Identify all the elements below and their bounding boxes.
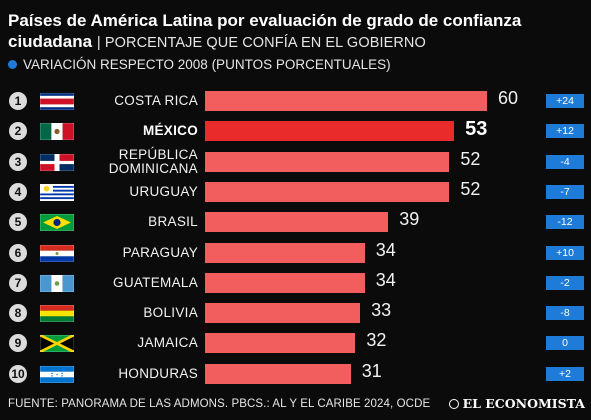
legend-dot-icon	[8, 60, 17, 69]
rank-badge: 1	[9, 92, 27, 110]
legend: VARIACIÓN RESPECTO 2008 (PUNTOS PORCENTU…	[8, 57, 391, 72]
category-label: URUGUAY	[129, 183, 198, 199]
bar-row: 4 URUGUAY 52 -7	[0, 178, 591, 206]
guatemala-flag-icon	[40, 274, 74, 292]
category-label: BRASIL	[148, 214, 198, 230]
bolivia-flag-icon	[40, 305, 74, 323]
change-badge: +12	[546, 124, 584, 139]
category-label: GUATEMALA	[113, 274, 198, 290]
honduras-flag-icon	[40, 365, 74, 383]
change-badge: +24	[546, 94, 584, 108]
rank-badge: 3	[9, 152, 27, 171]
change-badge: -2	[546, 275, 584, 290]
chart-subtitle: | PORCENTAJE QUE CONFÍA EN EL GOBIERNO	[97, 35, 426, 51]
category-label: HONDURAS	[118, 365, 198, 381]
rank-badge: 7	[9, 273, 27, 292]
value-label: 34	[375, 269, 396, 290]
bar-row: 8 BOLIVIA 33 -8	[0, 299, 591, 327]
rank-badge: 4	[9, 182, 27, 201]
bar	[205, 333, 356, 354]
rank-badge: 9	[9, 334, 27, 353]
title-separator: |	[96, 35, 101, 51]
bar-row: 3 REPÚBLICA DOMINICANA 52 -4	[0, 146, 591, 176]
bar-row: 1 COSTA RICA 60 +24	[0, 87, 591, 115]
brand-name: EL ECONOMISTA	[462, 396, 585, 411]
bar-row: 7 GUATEMALA 34 -2	[0, 269, 591, 297]
value-label: 32	[366, 330, 387, 351]
uruguay-flag-icon	[40, 183, 74, 201]
change-badge: +10	[546, 245, 584, 260]
paraguay-flag-icon	[40, 244, 74, 262]
bar	[205, 242, 365, 263]
economista-logo-icon	[448, 398, 459, 409]
value-label: 31	[361, 360, 382, 381]
bar	[205, 121, 455, 142]
change-badge: -12	[546, 215, 584, 230]
rank-badge: 8	[9, 304, 27, 323]
value-label: 52	[460, 148, 481, 169]
rank-badge: 10	[9, 364, 27, 383]
change-badge: -7	[546, 184, 584, 199]
mexico-flag-icon	[40, 123, 74, 141]
brazil-flag-icon	[40, 214, 74, 232]
category-label: PARAGUAY	[122, 244, 198, 260]
costa-rica-flag-icon	[40, 93, 74, 110]
chart-title-text: Países de América Latina por evaluación …	[8, 11, 522, 51]
bar	[205, 91, 487, 111]
dominican-republic-flag-icon	[40, 153, 74, 171]
bar-row: 5 BRASIL 39 -12	[0, 208, 591, 236]
value-label: 39	[399, 209, 420, 230]
change-badge: 0	[546, 336, 584, 351]
brand-logo: EL ECONOMISTA	[448, 396, 585, 411]
category-label: COSTA RICA	[114, 93, 198, 108]
value-label: 52	[460, 178, 481, 199]
category-label: BOLIVIA	[143, 305, 198, 321]
source-note: FUENTE: PANORAMA DE LAS ADMONS. PBCS.: A…	[8, 398, 431, 410]
bar-row: 10 HONDURAS 31 +2	[0, 360, 591, 388]
change-badge: -4	[546, 154, 584, 169]
bar	[205, 272, 365, 293]
chart-title: Países de América Latina por evaluación …	[8, 10, 586, 54]
bar-row: 2 MÉXICO 53 +12	[0, 117, 591, 145]
category-label: REPÚBLICA DOMINICANA	[108, 146, 198, 176]
rank-badge: 6	[9, 243, 27, 262]
category-label: MÉXICO	[142, 123, 198, 139]
category-label: JAMAICA	[137, 335, 198, 351]
legend-label: VARIACIÓN RESPECTO 2008 (PUNTOS PORCENTU…	[23, 57, 391, 72]
bar-row: 6 PARAGUAY 34 +10	[0, 239, 591, 267]
bar	[205, 303, 361, 324]
bar	[205, 181, 450, 202]
change-badge: -8	[546, 306, 584, 321]
bar	[205, 212, 389, 233]
bar	[205, 151, 450, 172]
value-label: 33	[371, 300, 392, 321]
change-badge: +2	[546, 366, 584, 381]
bar	[205, 363, 351, 384]
value-label: 60	[498, 88, 519, 108]
value-label: 53	[465, 118, 488, 141]
rank-badge: 2	[9, 122, 27, 141]
jamaica-flag-icon	[40, 335, 74, 353]
value-label: 34	[375, 239, 396, 260]
chart-subtitle-text: PORCENTAJE QUE CONFÍA EN EL GOBIERNO	[104, 35, 426, 51]
rank-badge: 5	[9, 213, 27, 232]
bar-row: 9 JAMAICA 32 0	[0, 329, 591, 357]
